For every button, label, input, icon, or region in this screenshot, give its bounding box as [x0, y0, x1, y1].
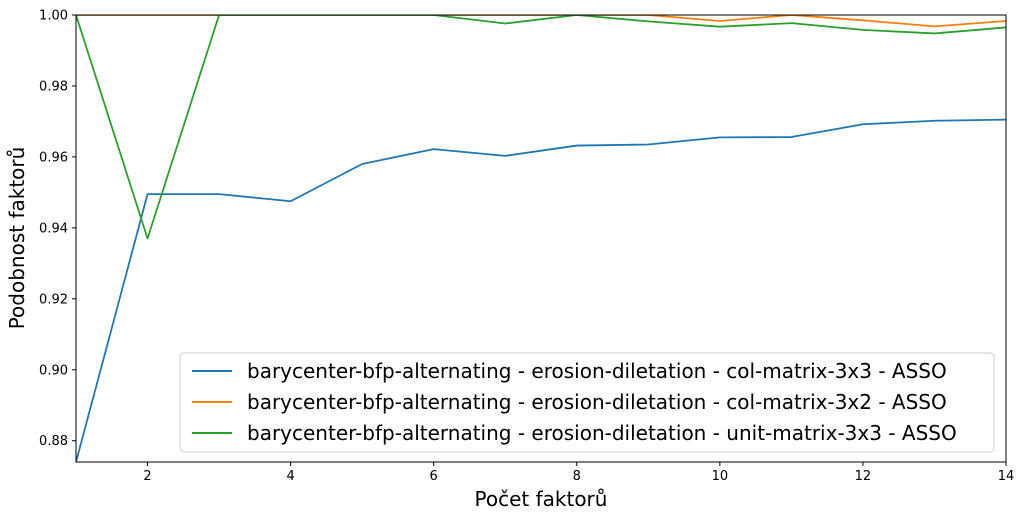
x-axis: 2 4 6 8 10 12 14 [143, 462, 1014, 484]
y-axis-label: Podobnost faktorů [5, 147, 29, 330]
x-tick-label: 4 [286, 469, 294, 484]
y-tick-label: 1.00 [39, 9, 68, 24]
legend-box [179, 352, 995, 453]
y-tick-label: 0.96 [39, 150, 68, 165]
series-line-2 [76, 15, 1006, 28]
series-line-3 [76, 15, 1006, 240]
x-tick-label: 2 [143, 469, 151, 484]
y-tick-label: 0.92 [39, 292, 68, 307]
legend-label-3: barycenter-bfp-alternating - erosion-dil… [247, 421, 957, 445]
y-axis: 0.88 0.90 0.92 0.94 0.96 0.98 1.00 [39, 9, 76, 449]
legend-label-2: barycenter-bfp-alternating - erosion-dil… [247, 390, 947, 414]
legend: barycenter-bfp-alternating - erosion-dil… [179, 352, 995, 453]
y-tick-label: 0.94 [39, 221, 68, 236]
x-axis-label: Počet faktorů [475, 487, 608, 511]
series-line-1 [76, 118, 1006, 462]
x-tick-label: 10 [712, 469, 729, 484]
legend-label-1: barycenter-bfp-alternating - erosion-dil… [247, 359, 947, 383]
x-tick-label: 6 [430, 469, 438, 484]
y-tick-label: 0.88 [39, 434, 68, 449]
x-tick-label: 8 [573, 469, 581, 484]
series-layer [76, 15, 1006, 462]
y-tick-label: 0.90 [39, 363, 68, 378]
y-tick-label: 0.98 [39, 79, 68, 94]
plot-frame [75, 14, 1007, 463]
x-tick-label: 12 [855, 469, 872, 484]
x-tick-label: 14 [998, 469, 1015, 484]
